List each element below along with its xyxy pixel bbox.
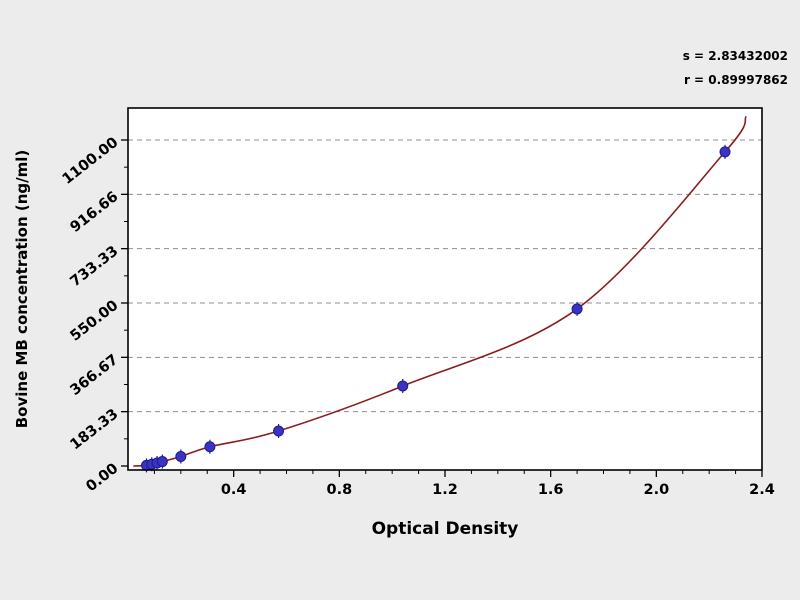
svg-text:183.33: 183.33 (68, 406, 122, 453)
plot-frame (127, 107, 763, 471)
svg-text:0.4: 0.4 (221, 482, 247, 498)
plot-area (128, 108, 762, 470)
data-points (140, 144, 731, 473)
svg-text:550.00: 550.00 (68, 298, 122, 345)
svg-text:0.8: 0.8 (326, 482, 352, 498)
gridlines (128, 139, 762, 413)
svg-text:1100.00: 1100.00 (60, 135, 122, 188)
svg-text:2.0: 2.0 (643, 482, 669, 498)
svg-text:2.4: 2.4 (749, 482, 775, 498)
svg-text:1.6: 1.6 (538, 482, 564, 498)
x-axis-label: Optical Density (372, 519, 519, 539)
y-axis-label: Bovine MB concentration (ng/ml) (13, 150, 31, 429)
stat-r: r = 0.89997862 (684, 73, 788, 87)
svg-text:916.66: 916.66 (68, 189, 122, 236)
stat-s: s = 2.83432002 (683, 49, 788, 63)
svg-text:1.2: 1.2 (432, 482, 458, 498)
svg-text:733.33: 733.33 (68, 243, 122, 290)
svg-text:366.67: 366.67 (68, 352, 122, 399)
svg-text:0.00: 0.00 (83, 461, 121, 496)
